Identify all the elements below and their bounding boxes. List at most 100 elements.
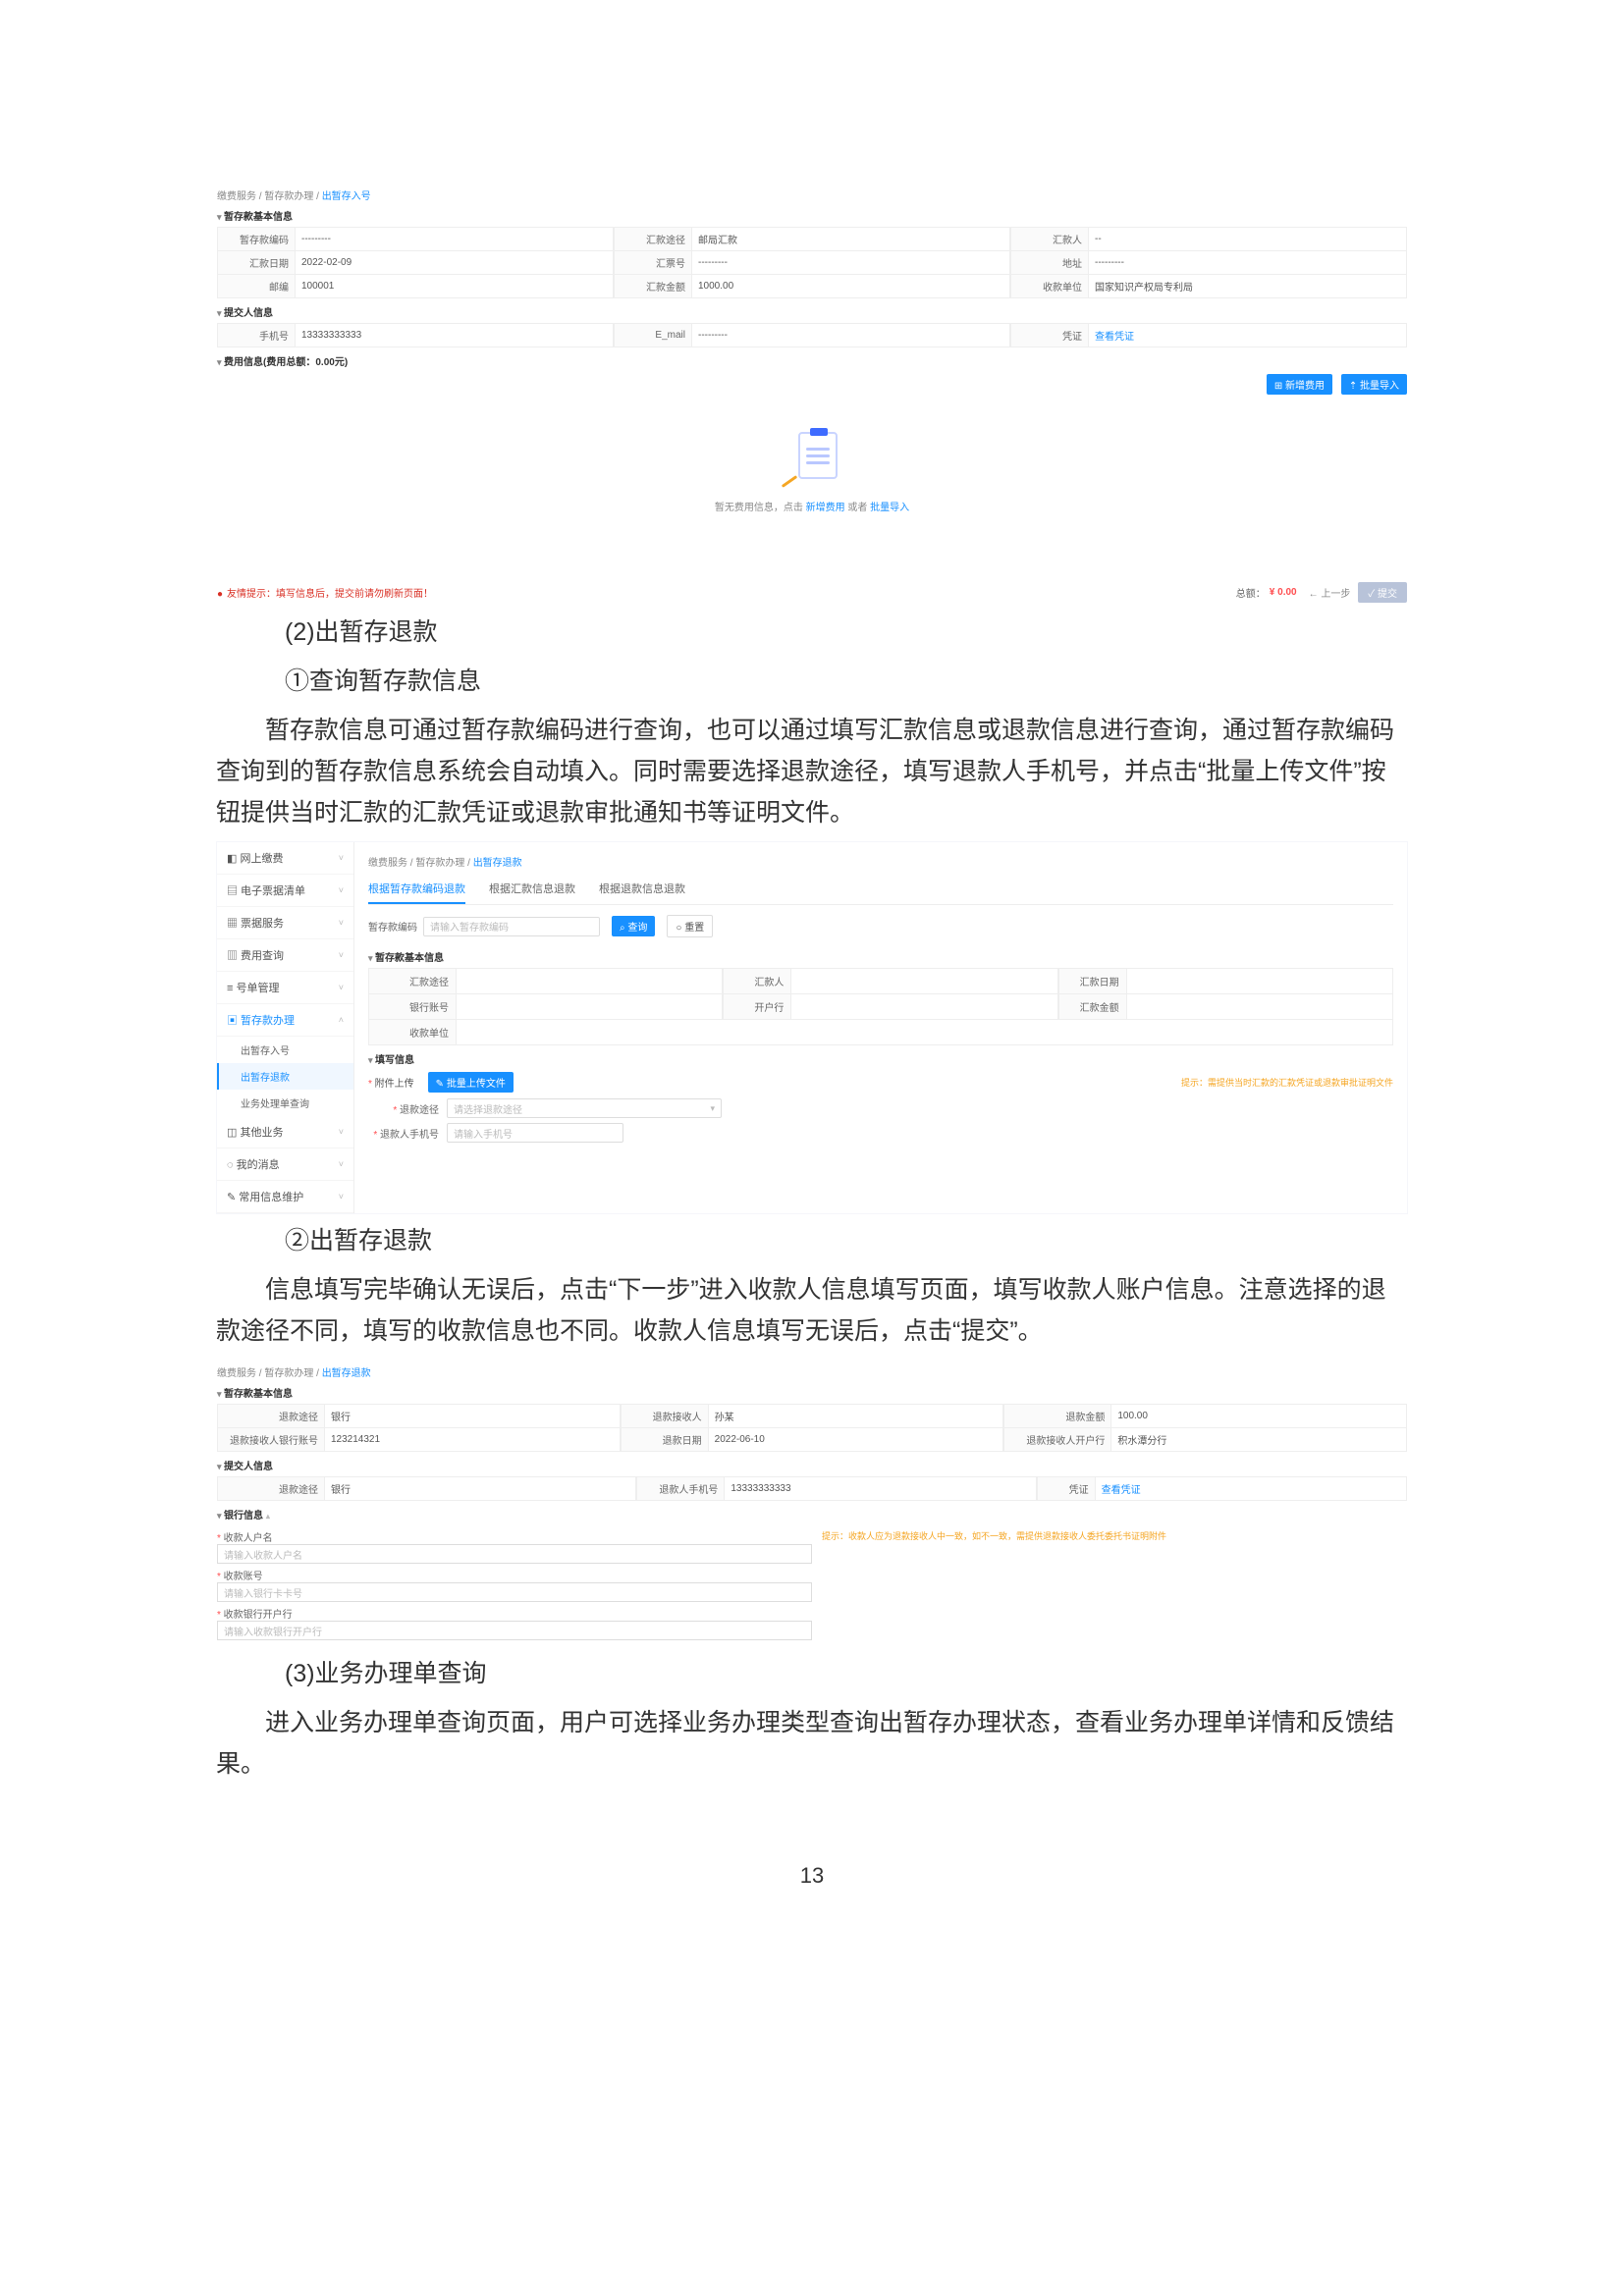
lbl: 暂存款编码 xyxy=(217,228,296,251)
paragraph: 进入业务办理单查询页面，用户可选择业务办理类型查询出暂存办理状态，查看业务办理单… xyxy=(216,1702,1408,1785)
sidebar-item-label: ◧ 网上缴费 xyxy=(227,850,283,866)
import-button[interactable]: ⇡ 批量导入 xyxy=(1341,374,1407,395)
section-title: 暂存款基本信息 xyxy=(368,949,1393,964)
bank-field-row: * 收款银行开户行 请输入收款银行开户行 xyxy=(217,1606,812,1640)
lbl: 汇款途径 xyxy=(368,969,457,994)
upload-hint: 提示：需提供当时汇款的汇款凭证或退款审批证明文件 xyxy=(1181,1076,1393,1089)
chevron-down-icon: ˅ xyxy=(339,1192,344,1201)
sidebar-item[interactable]: ✎ 常用信息维护˅ xyxy=(217,1181,353,1213)
chevron-down-icon: ˅ xyxy=(339,983,344,992)
search-row: 暂存款编码 请输入暂存款编码 ⌕ 查询 ○ 重置 xyxy=(368,915,1393,937)
val: 2022-06-10 xyxy=(709,1428,1004,1452)
val: 2022-02-09 xyxy=(296,251,614,275)
sidebar-sub-item[interactable]: 出暂存入号 xyxy=(217,1037,353,1063)
val: --------- xyxy=(296,228,614,251)
refund-way-select[interactable]: 请选择退款途径 ▾ xyxy=(447,1098,722,1118)
bc-seg: 缴费服务 xyxy=(217,191,256,202)
total-value: ¥ 0.00 xyxy=(1270,587,1297,598)
lbl: 退款接收人 xyxy=(621,1405,709,1428)
sidebar-item-label: ▥ 费用查询 xyxy=(227,947,284,963)
add-fee-button[interactable]: ⊞ 新增费用 xyxy=(1267,374,1332,395)
paragraph: 暂存款信息可通过暂存款编码进行查询，也可以通过填写汇款信息或退款信息进行查询，通… xyxy=(216,710,1408,833)
chevron-down-icon: ˅ xyxy=(339,950,344,960)
tab-by-code[interactable]: 根据暂存款编码退款 xyxy=(368,875,465,904)
section-title: 提交人信息 xyxy=(217,1458,1407,1472)
query-tabs: 根据暂存款编码退款 根据汇款信息退款 根据退款信息退款 xyxy=(368,875,1393,905)
lbl: 凭证 xyxy=(1010,324,1089,347)
lbl: 银行账号 xyxy=(368,994,457,1020)
sidebar-sub-item[interactable]: 业务处理单查询 xyxy=(217,1090,353,1116)
search-label: 暂存款编码 xyxy=(368,919,417,934)
val: 积水潭分行 xyxy=(1111,1428,1407,1452)
sidebar-item-label: ◌ 我的消息 xyxy=(227,1156,280,1172)
add-fee-link[interactable]: 新增费用 xyxy=(806,503,845,513)
sidebar-item[interactable]: ▥ 费用查询 ˅ xyxy=(217,939,353,972)
val: --------- xyxy=(692,251,1010,275)
import-link[interactable]: 批量导入 xyxy=(870,503,909,513)
bc-seg: 缴费服务 xyxy=(217,1368,256,1379)
section-title: 暂存款基本信息 xyxy=(217,1385,1407,1400)
bc-seg: 出暂存入号 xyxy=(322,191,371,202)
upload-button[interactable]: ✎ 批量上传文件 xyxy=(428,1072,514,1093)
sidebar-item[interactable]: ≡ 号单管理˅ xyxy=(217,972,353,1004)
bc-seg: 暂存款办理 xyxy=(264,191,313,202)
fee-buttons-row: ⊞ 新增费用 ⇡ 批量导入 xyxy=(217,374,1407,395)
refund-way-row: 退款途径 请选择退款途径 ▾ xyxy=(368,1098,1393,1118)
tab-by-remit[interactable]: 根据汇款信息退款 xyxy=(489,875,575,904)
lbl: 手机号 xyxy=(217,324,296,347)
bank-fields-wrap: * 收款人户名 请输入收款人户名 * 收款账号 请输入银行卡卡号 * 收款银行开… xyxy=(217,1525,1407,1644)
lbl: 退款接收人开户行 xyxy=(1003,1428,1111,1452)
val: 查看凭证 xyxy=(1089,324,1407,347)
submitter-grid: 退款途径银行 退款人手机号13333333333 凭证查看凭证 xyxy=(217,1476,1407,1501)
field-label: 收款人户名 xyxy=(224,1533,273,1544)
lbl: 退款人手机号 xyxy=(636,1477,725,1501)
prev-button[interactable]: ← 上一步 xyxy=(1309,585,1351,600)
lbl: 退款日期 xyxy=(621,1428,709,1452)
section-title: 暂存款基本信息 xyxy=(217,208,1407,223)
field-label: 收款账号 xyxy=(224,1572,263,1582)
breadcrumb: 缴费服务 / 暂存款办理 / 出暂存退款 xyxy=(217,1364,1407,1379)
clipboard-icon xyxy=(783,430,841,489)
select-placeholder: 请选择退款途径 xyxy=(454,1101,522,1116)
sidebar-item[interactable]: ▤ 电子票据清单˅ xyxy=(217,875,353,907)
sidebar-item[interactable]: ▣ 暂存款办理˄ xyxy=(217,1004,353,1037)
submit-button[interactable]: ✓ 提交 xyxy=(1358,582,1407,603)
lbl: 退款途径 xyxy=(217,1477,325,1501)
payee-name-input[interactable]: 请输入收款人户名 xyxy=(217,1544,812,1564)
tab-by-refund[interactable]: 根据退款信息退款 xyxy=(599,875,685,904)
val: 13333333333 xyxy=(296,324,614,347)
empty-text: 暂无费用信息，点击 新增费用 或者 批量导入 xyxy=(217,499,1407,513)
sidebar-item[interactable]: ◌ 我的消息˅ xyxy=(217,1148,353,1181)
val xyxy=(457,994,723,1020)
lbl: 退款途径 xyxy=(217,1405,325,1428)
val: 13333333333 xyxy=(725,1477,1036,1501)
lbl: 汇款金额 xyxy=(614,275,692,298)
bank-title: 银行信息 xyxy=(224,1511,263,1522)
chevron-down-icon: ▾ xyxy=(710,1103,715,1114)
sidebar-item[interactable]: ◫ 其他业务˅ xyxy=(217,1116,353,1148)
val: --------- xyxy=(1089,251,1407,275)
basic-info-grid: 暂存款编码--------- 汇款途径邮局汇款 汇款人-- 汇款日期2022-0… xyxy=(217,227,1407,298)
section-title: 提交人信息 xyxy=(217,304,1407,319)
subheading-2: ②出暂存退款 xyxy=(216,1220,1408,1261)
view-voucher-link[interactable]: 查看凭证 xyxy=(1095,328,1134,343)
screenshot-3: 缴费服务 / 暂存款办理 / 出暂存退款 暂存款基本信息 退款途径银行 退款接收… xyxy=(216,1360,1408,1645)
sidebar-item-label: ▣ 暂存款办理 xyxy=(227,1012,295,1028)
bank-hint: 提示：收款人应为退款接收人中一致，如不一致，需提供退款接收人委托委托书证明附件 xyxy=(822,1525,1166,1542)
val: 123214321 xyxy=(325,1428,621,1452)
sidebar-sub-item[interactable]: 出暂存退款 xyxy=(217,1063,353,1090)
lbl: 汇票号 xyxy=(614,251,692,275)
reset-button[interactable]: ○ 重置 xyxy=(667,915,713,937)
lbl: 邮编 xyxy=(217,275,296,298)
payee-bank-input[interactable]: 请输入收款银行开户行 xyxy=(217,1621,812,1640)
payee-account-input[interactable]: 请输入银行卡卡号 xyxy=(217,1582,812,1602)
view-voucher-link[interactable]: 查看凭证 xyxy=(1102,1481,1141,1496)
search-input[interactable]: 请输入暂存款编码 xyxy=(423,917,600,936)
val: 1000.00 xyxy=(692,275,1010,298)
sidebar-item[interactable]: ◧ 网上缴费˅ xyxy=(217,842,353,875)
query-button[interactable]: ⌕ 查询 xyxy=(612,916,655,936)
refund-phone-input[interactable]: 请输入手机号 xyxy=(447,1123,623,1143)
sidebar-item[interactable]: ▦ 票据服务˅ xyxy=(217,907,353,939)
paragraph: 信息填写完毕确认无误后，点击“下一步”进入收款人信息填写页面，填写收款人账户信息… xyxy=(216,1269,1408,1352)
sidebar-item-label: ▦ 票据服务 xyxy=(227,915,284,931)
